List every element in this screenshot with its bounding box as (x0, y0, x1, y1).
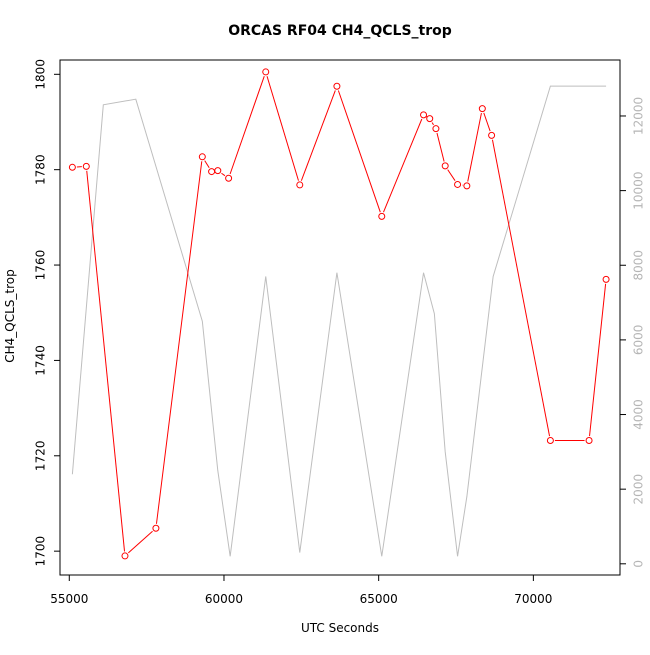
y2-tick-label: 4000 (632, 399, 646, 430)
y2-tick-label: 0 (632, 560, 646, 568)
data-point (455, 181, 461, 187)
series-segment (221, 173, 224, 175)
series-segment (383, 119, 421, 212)
series-segment (484, 113, 490, 131)
y2-tick-label: 8000 (632, 250, 646, 281)
y2-tick-label: 6000 (632, 325, 646, 356)
data-point (199, 154, 205, 160)
y-tick-label: 1720 (34, 441, 48, 472)
data-point (297, 182, 303, 188)
data-point (122, 553, 128, 559)
y-tick-label: 1800 (34, 59, 48, 90)
data-point (479, 106, 485, 112)
series-segment (590, 284, 606, 436)
series-segment (205, 161, 209, 168)
y2-tick-label: 2000 (632, 474, 646, 505)
x-tick-label: 65000 (360, 592, 398, 606)
y-tick-label: 1740 (34, 345, 48, 376)
series-segment (432, 122, 433, 124)
series-segment (156, 161, 201, 524)
data-point (433, 126, 439, 132)
series-segment (301, 90, 335, 180)
y2-tick-label: 12000 (632, 97, 646, 135)
data-point (263, 69, 269, 75)
series-segment (230, 76, 264, 174)
data-point (442, 163, 448, 169)
data-point (226, 175, 232, 181)
series-line-altitude (72, 86, 606, 556)
data-point (464, 183, 470, 189)
chart-title: ORCAS RF04 CH4_QCLS_trop (228, 23, 452, 39)
data-point (489, 132, 495, 138)
x-tick-label: 60000 (205, 592, 243, 606)
y2-tick-label: 10000 (632, 172, 646, 210)
data-point (153, 525, 159, 531)
series-segment (267, 76, 298, 180)
series-segment (468, 113, 482, 181)
data-point (69, 164, 75, 170)
data-point (334, 83, 340, 89)
y-axis-label: CH4_QCLS_trop (3, 269, 17, 363)
data-point (83, 163, 89, 169)
y-tick-label: 1760 (34, 250, 48, 281)
y-tick-label: 1780 (34, 154, 48, 185)
series-segment (338, 90, 380, 212)
data-point (547, 438, 553, 444)
series-segment (128, 531, 152, 553)
series-segment (437, 133, 444, 161)
series-segment (448, 170, 455, 181)
data-point (209, 169, 215, 175)
data-point (379, 213, 385, 219)
data-point (215, 168, 221, 174)
plot-frame (60, 60, 620, 575)
x-axis-label: UTC Seconds (301, 621, 379, 635)
x-tick-label: 55000 (50, 592, 88, 606)
data-point (421, 112, 427, 118)
data-point (427, 116, 433, 122)
x-tick-label: 70000 (514, 592, 552, 606)
y-tick-label: 1700 (34, 536, 48, 567)
data-point (586, 438, 592, 444)
data-point (603, 276, 609, 282)
series-segment (87, 171, 125, 552)
